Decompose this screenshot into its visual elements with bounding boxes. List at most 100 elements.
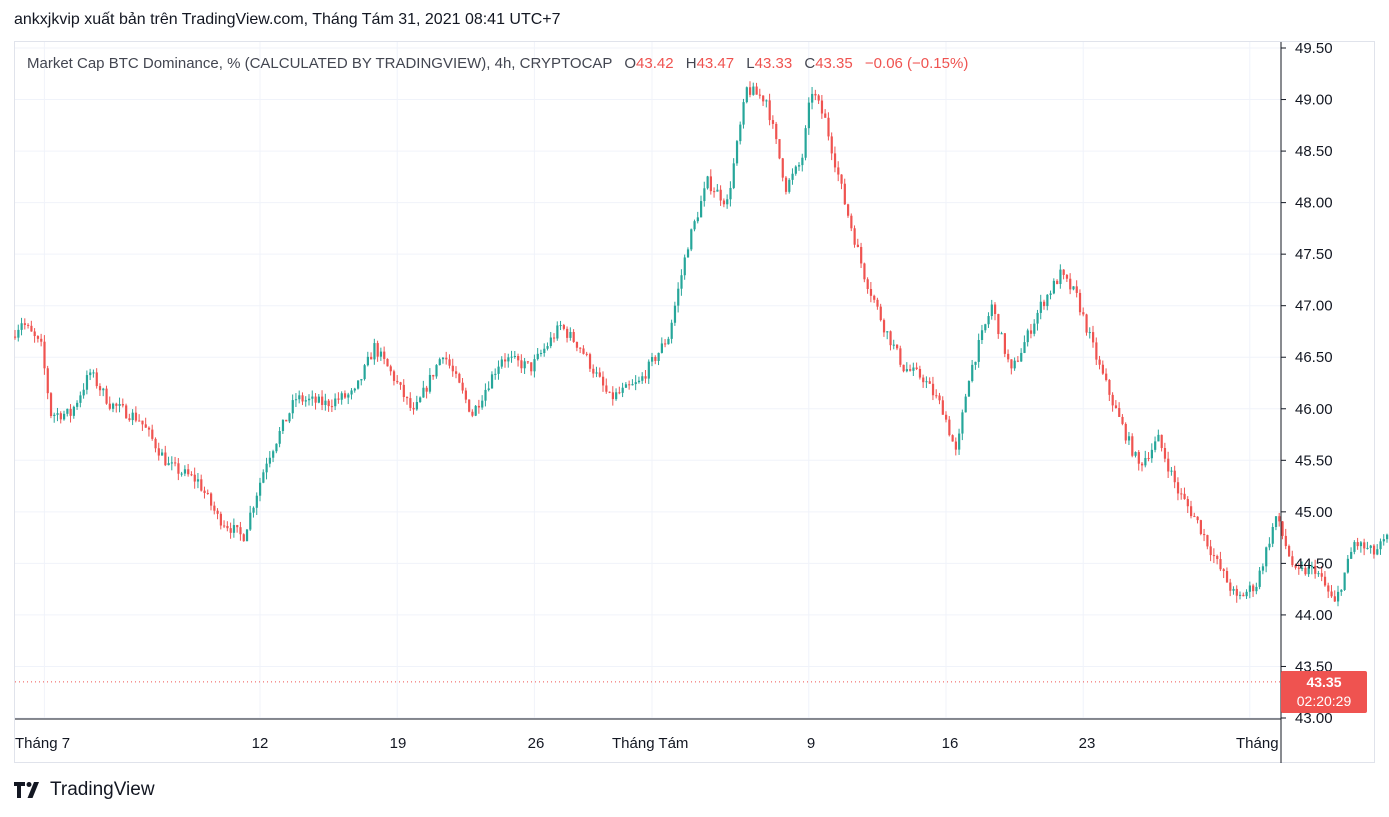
- candle-body: [350, 390, 353, 395]
- candle-body: [435, 365, 438, 377]
- candle-body: [14, 336, 17, 338]
- candle-body: [1193, 516, 1196, 518]
- candle-body: [1167, 458, 1170, 472]
- candle-body: [210, 493, 213, 506]
- candle-body: [468, 399, 471, 412]
- candle-body: [925, 381, 928, 383]
- candle-body: [1065, 274, 1069, 279]
- candle-body: [265, 463, 268, 473]
- candle-body: [174, 462, 177, 464]
- candle-body: [667, 338, 670, 345]
- candle-body: [742, 102, 745, 125]
- candle-body: [1036, 312, 1039, 324]
- candle-body: [980, 330, 984, 340]
- candle-body: [432, 374, 435, 377]
- candle-body: [33, 331, 36, 337]
- candle-body: [703, 188, 706, 202]
- candle-body: [340, 393, 343, 400]
- candle-body: [1111, 394, 1114, 406]
- candle-body: [1088, 332, 1091, 334]
- publish-line: ankxjkvip xuất bản trên TradingView.com,…: [14, 11, 561, 28]
- candle-body: [621, 387, 624, 393]
- candle-body: [1147, 457, 1150, 459]
- candle-body: [1284, 535, 1287, 547]
- candle-body: [784, 177, 788, 192]
- candle-body: [1229, 582, 1232, 591]
- candle-body: [690, 229, 693, 250]
- chart-frame[interactable]: [14, 41, 1375, 763]
- candle-body: [1039, 301, 1042, 313]
- candle-body: [873, 295, 876, 300]
- candle-body: [771, 120, 775, 124]
- candle-body: [598, 372, 601, 377]
- candle-body: [1265, 547, 1268, 567]
- candle-body: [268, 457, 271, 464]
- candle-body: [628, 384, 631, 386]
- candle-body: [853, 228, 856, 245]
- candle-body: [363, 365, 366, 380]
- candle-body: [909, 369, 912, 371]
- candle-body: [673, 305, 677, 323]
- candle-body: [474, 405, 477, 416]
- candle-body: [651, 356, 654, 362]
- candle-body: [455, 371, 458, 374]
- candle-body: [321, 396, 324, 405]
- candle-body: [1317, 573, 1320, 575]
- candle-body: [637, 380, 641, 383]
- candle-body: [775, 123, 778, 140]
- tradingview-logo-icon: [14, 782, 39, 798]
- candle-body: [1170, 470, 1173, 472]
- candle-body: [1000, 333, 1003, 335]
- candle-body: [886, 331, 889, 333]
- candle-body: [1222, 569, 1225, 572]
- candle-body: [95, 372, 98, 387]
- candle-body: [517, 355, 520, 361]
- candle-body: [562, 325, 565, 329]
- candle-body: [1121, 416, 1124, 424]
- candle-body: [1206, 535, 1209, 547]
- candle-body: [134, 412, 138, 421]
- candle-body: [396, 380, 399, 383]
- candle-body: [353, 388, 356, 391]
- candle-body: [987, 316, 990, 325]
- candle-body: [1225, 571, 1229, 583]
- candle-body: [588, 354, 592, 369]
- candle-body: [824, 113, 827, 118]
- candle-body: [1382, 539, 1385, 542]
- candle-body: [337, 398, 340, 400]
- candle-body: [262, 472, 265, 483]
- candle-body: [373, 343, 376, 360]
- candle-body: [807, 102, 810, 129]
- candle-body: [399, 382, 402, 385]
- candle-body: [115, 403, 118, 406]
- x-tick-label: Tháng: [1236, 735, 1279, 752]
- x-tick-label: 9: [807, 735, 815, 752]
- candle-body: [27, 324, 30, 326]
- candle-body: [43, 341, 46, 369]
- candle-body: [59, 413, 62, 420]
- candle-body: [602, 376, 605, 386]
- y-tick-label: 44.00: [1295, 607, 1333, 624]
- candle-body: [729, 187, 732, 200]
- x-tick-label: 16: [942, 735, 959, 752]
- open-value: 43.42: [636, 55, 674, 72]
- candle-body: [608, 391, 611, 393]
- candle-body: [912, 367, 915, 371]
- candle-body: [1052, 280, 1055, 294]
- candle-body: [768, 100, 771, 121]
- candle-body: [187, 469, 190, 475]
- candle-body: [1261, 566, 1265, 571]
- candle-body: [477, 405, 481, 408]
- candle-body: [928, 381, 931, 384]
- candle-body: [461, 382, 464, 391]
- candle-body: [624, 384, 628, 388]
- candle-body: [1186, 499, 1189, 507]
- candle-body: [415, 402, 418, 410]
- candle-body: [579, 347, 582, 349]
- candle-body: [161, 452, 164, 456]
- tradingview-logo[interactable]: TradingView: [14, 779, 155, 801]
- candle-body: [781, 158, 784, 178]
- candle-body: [1095, 342, 1098, 360]
- candle-body: [945, 414, 948, 420]
